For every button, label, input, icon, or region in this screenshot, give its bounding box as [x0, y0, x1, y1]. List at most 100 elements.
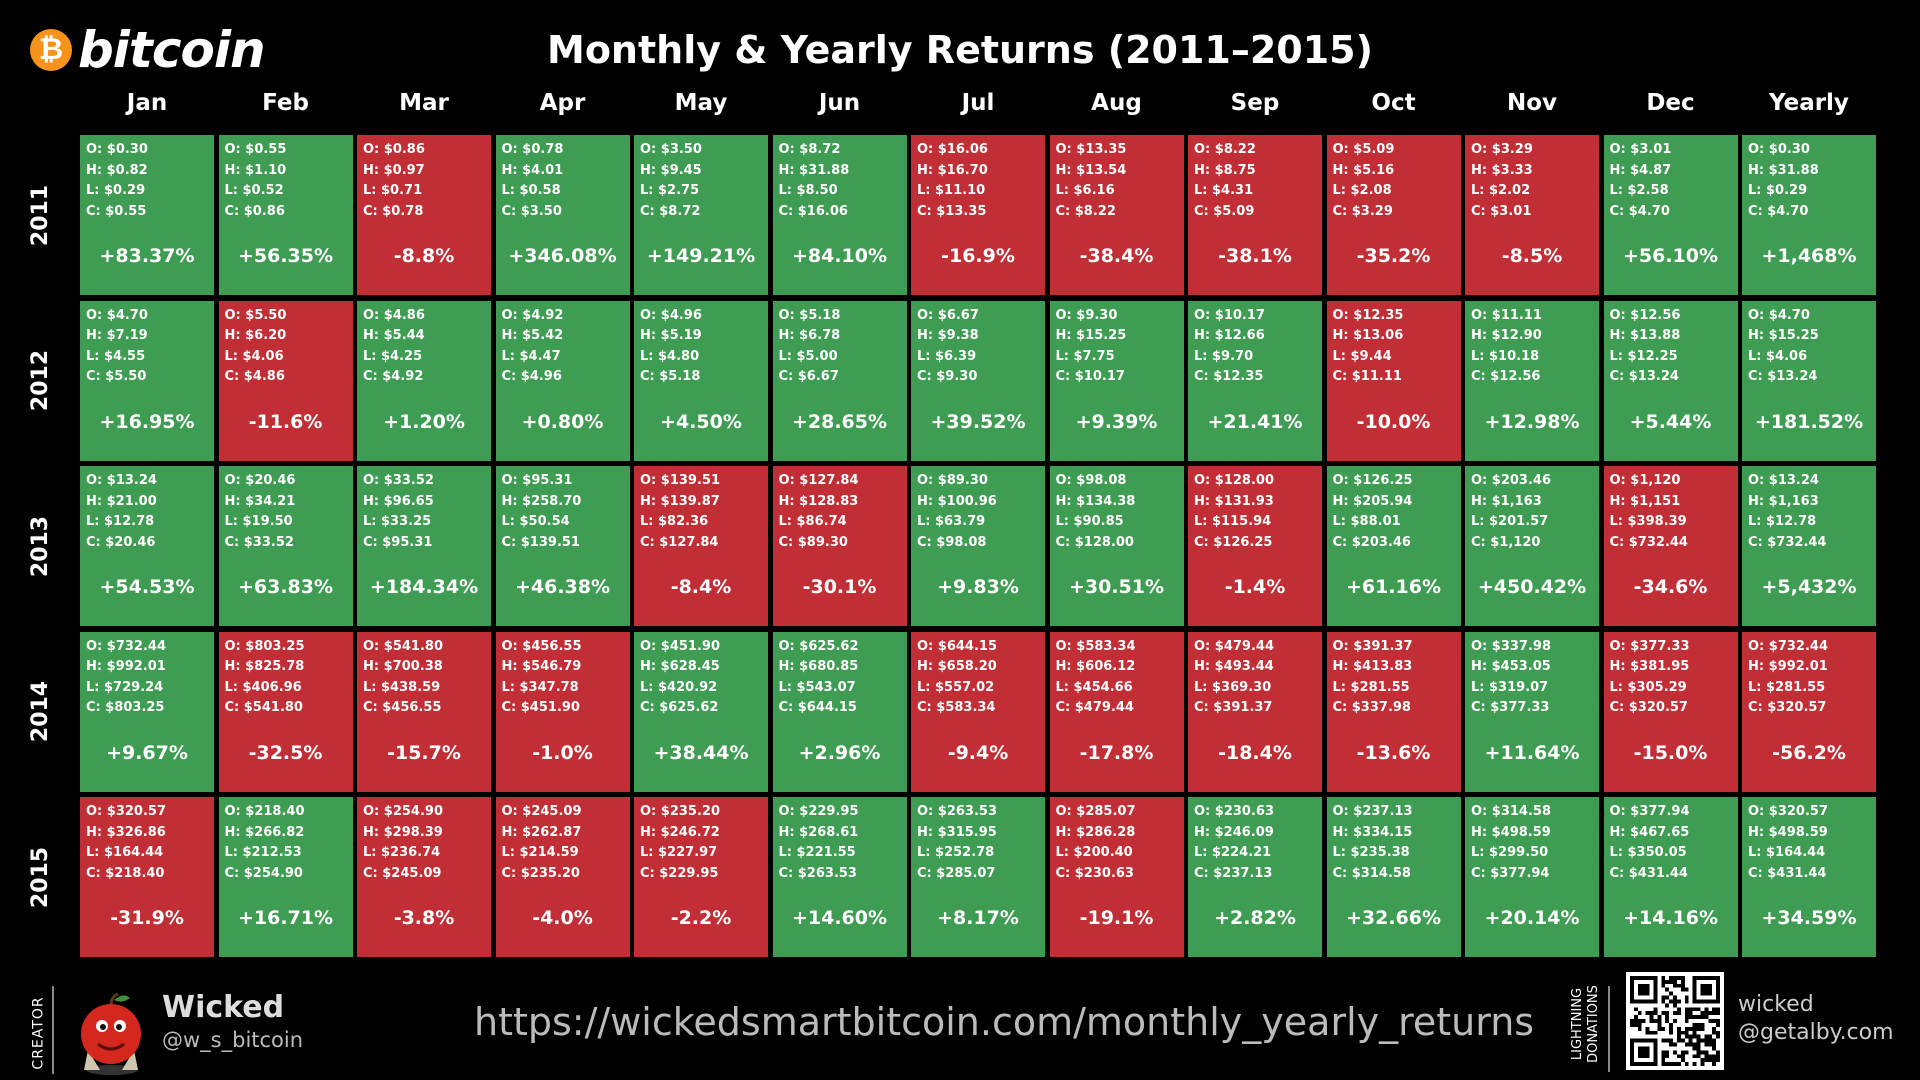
year-label: 2015 — [28, 846, 54, 908]
return-value: -2.2% — [670, 907, 732, 929]
low-price: L: $0.52 — [224, 183, 284, 198]
open-price: O: $12.56 — [1609, 307, 1681, 323]
return-value: +14.60% — [791, 907, 888, 929]
open-price: O: $6.67 — [917, 307, 979, 323]
cell-2013-feb: O: $20.46 H: $34.21 L: $19.50 C: $33.52 +63.… — [218, 466, 353, 626]
open-price: O: $218.40 — [224, 804, 305, 819]
high-price: H: $246.09 — [1194, 824, 1274, 840]
high-price: H: $606.12 — [1055, 659, 1136, 674]
low-price: L: $86.74 — [778, 514, 847, 529]
low-price: L: $281.55 — [1748, 679, 1826, 695]
return-value: +34.59% — [1761, 907, 1857, 929]
high-price: H: $139.87 — [640, 493, 720, 509]
return-value: +2.96% — [798, 741, 881, 764]
ohlc-values: O: $1,120 H: $1,151 L: $398.39 C: $732.44 — [1610, 471, 1688, 553]
return-value: +9.67% — [106, 741, 188, 764]
open-price: O: $337.98 — [1471, 638, 1551, 654]
open-price: O: $391.37 — [1332, 638, 1413, 654]
cell-2011-nov: O: $3.29 H: $3.33 L: $2.02 C: $3.01 -8.5% — [1465, 135, 1599, 295]
low-price: L: $63.79 — [917, 514, 986, 529]
cell-2015-jun: O: $229.95 H: $268.61 L: $221.55 C: $263.53… — [772, 797, 907, 957]
donations-divider — [1608, 986, 1610, 1072]
high-price: H: $453.05 — [1471, 659, 1551, 674]
high-price: H: $205.94 — [1332, 493, 1413, 509]
high-price: H: $700.38 — [363, 659, 443, 674]
open-price: O: $5.09 — [1332, 142, 1395, 157]
return-value: -19.1% — [1079, 907, 1154, 929]
open-price: O: $4.92 — [501, 307, 564, 323]
low-price: L: $369.30 — [1194, 679, 1272, 695]
column-header-nov: Nov — [1506, 90, 1558, 116]
cell-2015-dec: O: $377.94 H: $467.65 L: $350.05 C: $431.44… — [1603, 797, 1738, 957]
ohlc-values: O: $11.11 H: $12.90 L: $10.18 C: $12.56 — [1471, 306, 1542, 388]
low-price: L: $347.78 — [501, 679, 579, 695]
open-price: O: $541.80 — [363, 638, 443, 654]
return-value: +16.95% — [99, 410, 195, 433]
return-value: +9.83% — [937, 576, 1019, 598]
open-price: O: $285.07 — [1055, 804, 1136, 819]
ohlc-values: O: $245.09 H: $262.87 L: $214.59 C: $235.20 — [502, 802, 582, 884]
return-value: +56.10% — [1622, 245, 1719, 267]
return-value: -15.7% — [387, 741, 461, 764]
return-value: +54.53% — [99, 576, 195, 598]
close-price: C: $732.44 — [1609, 534, 1688, 550]
ohlc-values: O: $218.40 H: $266.82 L: $212.53 C: $254.90 — [225, 802, 305, 884]
open-price: O: $4.86 — [363, 307, 425, 323]
high-price: H: $1,163 — [1748, 493, 1819, 509]
row-label-2015: 2015 — [16, 797, 66, 957]
high-price: H: $680.85 — [778, 659, 859, 674]
return-value: -34.6% — [1633, 576, 1708, 598]
return-value: -56.2% — [1772, 741, 1846, 764]
cell-2013-jun: O: $127.84 H: $128.83 L: $86.74 C: $89.30 -3… — [772, 466, 907, 626]
open-price: O: $732.44 — [86, 638, 166, 654]
cell-2013-may: O: $139.51 H: $139.87 L: $82.36 C: $127.84 -… — [634, 466, 768, 626]
return-value: +450.42% — [1477, 576, 1587, 598]
ohlc-values: O: $0.30 H: $0.82 L: $0.29 C: $0.55 — [86, 140, 148, 222]
ohlc-values: O: $377.94 H: $467.65 L: $350.05 C: $431.44 — [1610, 802, 1690, 884]
close-price: C: $451.90 — [501, 700, 580, 715]
ohlc-values: O: $4.70 H: $15.25 L: $4.06 C: $13.24 — [1748, 306, 1819, 388]
year-label: 2014 — [28, 680, 54, 743]
close-price: C: $98.08 — [917, 534, 987, 550]
return-value: -38.1% — [1218, 245, 1292, 267]
qr-code-icon[interactable] — [1626, 972, 1724, 1070]
open-price: O: $3.01 — [1609, 142, 1672, 157]
high-price: H: $6.20 — [224, 328, 287, 343]
high-price: H: $13.06 — [1332, 328, 1404, 343]
low-price: L: $9.44 — [1332, 348, 1392, 364]
lightning-donations-tag: LIGHTNING DONATIONS — [1566, 974, 1606, 1074]
ohlc-values: O: $314.58 H: $498.59 L: $299.50 C: $377.94 — [1471, 802, 1551, 884]
return-value: -18.4% — [1218, 741, 1292, 764]
close-price: C: $235.20 — [501, 865, 580, 881]
low-price: L: $12.78 — [1748, 514, 1817, 529]
close-price: C: $377.33 — [1471, 700, 1550, 715]
high-price: H: $493.44 — [1194, 659, 1274, 674]
website-url[interactable]: https://wickedsmartbitcoin.com/monthly_y… — [474, 1000, 1535, 1044]
year-label: 2011 — [28, 184, 54, 246]
open-price: O: $230.63 — [1194, 804, 1274, 819]
open-price: O: $0.30 — [86, 142, 148, 157]
ohlc-values: O: $12.35 H: $13.06 L: $9.44 C: $11.11 — [1333, 306, 1404, 388]
open-price: O: $377.33 — [1609, 638, 1690, 654]
close-price: C: $203.46 — [1332, 534, 1411, 550]
open-price: O: $1,120 — [1609, 473, 1681, 488]
column-header-jul: Jul — [961, 90, 995, 116]
cell-2013-apr: O: $95.31 H: $258.70 L: $50.54 C: $139.51 +4… — [495, 466, 630, 626]
low-price: L: $0.58 — [501, 183, 561, 198]
low-price: L: $543.07 — [778, 679, 856, 695]
return-value: +63.83% — [237, 576, 334, 598]
ohlc-values: O: $95.31 H: $258.70 L: $50.54 C: $139.51 — [502, 471, 582, 553]
low-price: L: $398.39 — [1609, 514, 1687, 529]
ohlc-values: O: $337.98 H: $453.05 L: $319.07 C: $377.33 — [1471, 637, 1551, 719]
close-price: C: $127.84 — [640, 534, 719, 550]
row-label-2014: 2014 — [16, 632, 66, 792]
ohlc-values: O: $230.63 H: $246.09 L: $224.21 C: $237.13 — [1194, 802, 1274, 884]
open-price: O: $263.53 — [917, 804, 997, 819]
open-price: O: $479.44 — [1194, 638, 1274, 654]
close-price: C: $5.09 — [1194, 203, 1255, 219]
close-price: C: $320.57 — [1748, 700, 1827, 715]
open-price: O: $126.25 — [1332, 473, 1413, 488]
high-price: H: $100.96 — [917, 493, 997, 509]
open-price: O: $98.08 — [1055, 473, 1127, 488]
return-value: +346.08% — [508, 245, 617, 267]
